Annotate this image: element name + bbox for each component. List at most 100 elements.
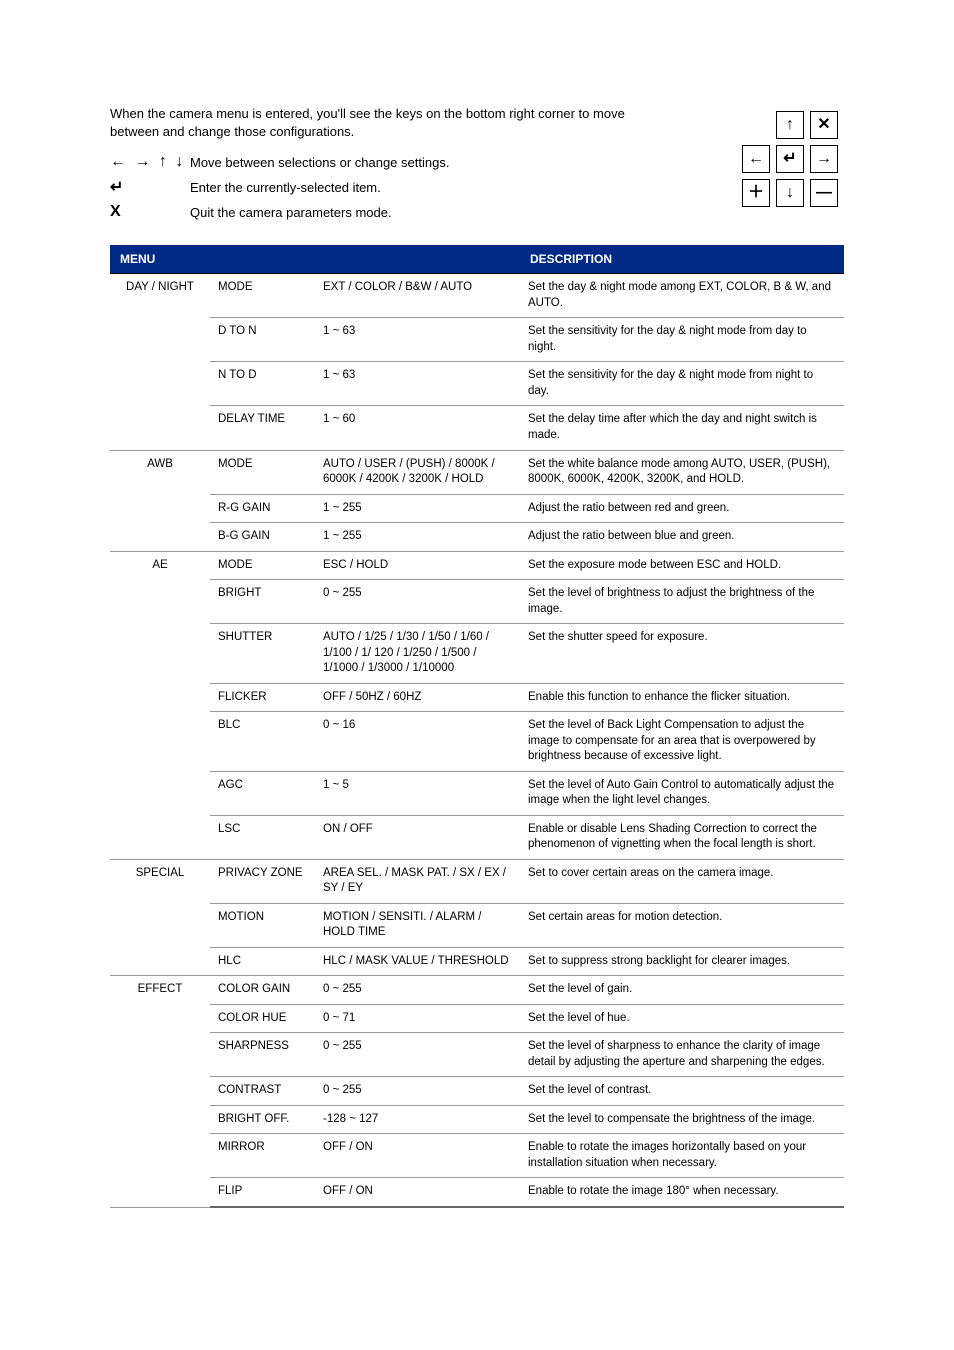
param-cell: HLC [210, 947, 315, 976]
description-cell: Set the level of Auto Gain Control to au… [520, 771, 844, 815]
table-row: EFFECTCOLOR GAIN0 ~ 255Set the level of … [110, 976, 844, 1005]
legend-row: ← → ↑ ↓ Move between selections or chang… [110, 153, 844, 171]
legend-row: X Quit the camera parameters mode. [110, 203, 844, 221]
header-menu: MENU [110, 245, 520, 274]
description-cell: Set the level of gain. [520, 976, 844, 1005]
param-cell: AGC [210, 771, 315, 815]
table-row: BLC0 ~ 16Set the level of Back Light Com… [110, 712, 844, 772]
description-cell: Adjust the ratio between red and green. [520, 494, 844, 523]
param-cell: BRIGHT OFF. [210, 1105, 315, 1134]
table-row: AEMODEESC / HOLDSet the exposure mode be… [110, 551, 844, 580]
table-row: B-G GAIN1 ~ 255Adjust the ratio between … [110, 523, 844, 552]
param-cell: COLOR HUE [210, 1004, 315, 1033]
value-cell: 0 ~ 255 [315, 580, 520, 624]
description-cell: Set to cover certain areas on the camera… [520, 859, 844, 903]
keypad-down-icon: ↓ [776, 179, 804, 207]
value-cell: OFF / ON [315, 1178, 520, 1207]
table-row: DELAY TIME1 ~ 60Set the delay time after… [110, 406, 844, 450]
keypad-plus-icon: ＋ [742, 179, 770, 207]
description-cell: Set the sensitivity for the day & night … [520, 318, 844, 362]
param-cell: FLICKER [210, 683, 315, 712]
table-row: SHARPNESS0 ~ 255Set the level of sharpne… [110, 1033, 844, 1077]
description-cell: Set the level of contrast. [520, 1077, 844, 1106]
description-cell: Set the exposure mode between ESC and HO… [520, 551, 844, 580]
param-cell: FLIP [210, 1178, 315, 1207]
header-desc: DESCRIPTION [520, 245, 844, 274]
param-cell: SHUTTER [210, 624, 315, 684]
description-cell: Set the level of sharpness to enhance th… [520, 1033, 844, 1077]
keypad-minus-icon: — [810, 179, 838, 207]
param-cell: MIRROR [210, 1134, 315, 1178]
table-row: FLIPOFF / ONEnable to rotate the image 1… [110, 1178, 844, 1207]
table-row: MOTIONMOTION / SENSITI. / ALARM / HOLD T… [110, 903, 844, 947]
table-header-row: MENU DESCRIPTION [110, 245, 844, 274]
param-cell: MODE [210, 274, 315, 318]
param-cell: N TO D [210, 362, 315, 406]
table-row: D TO N1 ~ 63Set the sensitivity for the … [110, 318, 844, 362]
param-cell: MOTION [210, 903, 315, 947]
value-cell: OFF / ON [315, 1134, 520, 1178]
table-row: AWBMODEAUTO / USER / (PUSH) / 8000K / 60… [110, 450, 844, 494]
table-row: BRIGHT OFF.-128 ~ 127Set the level to co… [110, 1105, 844, 1134]
menu-cell: DAY / NIGHT [110, 274, 210, 450]
description-cell: Adjust the ratio between blue and green. [520, 523, 844, 552]
keypad-up-icon: ↑ [776, 111, 804, 139]
description-cell: Enable this function to enhance the flic… [520, 683, 844, 712]
param-cell: COLOR GAIN [210, 976, 315, 1005]
description-cell: Enable to rotate the image 180° when nec… [520, 1178, 844, 1207]
description-cell: Set the shutter speed for exposure. [520, 624, 844, 684]
value-cell: 1 ~ 255 [315, 523, 520, 552]
table-row: FLICKEROFF / 50HZ / 60HZEnable this func… [110, 683, 844, 712]
param-cell: DELAY TIME [210, 406, 315, 450]
intro-paragraph: When the camera menu is entered, you'll … [110, 105, 670, 141]
value-cell: HLC / MASK VALUE / THRESHOLD [315, 947, 520, 976]
value-cell: 1 ~ 63 [315, 362, 520, 406]
table-row: LSCON / OFFEnable or disable Lens Shadin… [110, 815, 844, 859]
menu-cell: SPECIAL [110, 859, 210, 976]
value-cell: 1 ~ 5 [315, 771, 520, 815]
keypad-right-icon: → [810, 145, 838, 173]
keypad-enter-icon: ↵ [776, 145, 804, 173]
value-cell: AUTO / 1/25 / 1/30 / 1/50 / 1/60 / 1/100… [315, 624, 520, 684]
value-cell: 0 ~ 255 [315, 1077, 520, 1106]
param-cell: PRIVACY ZONE [210, 859, 315, 903]
description-cell: Set the level of hue. [520, 1004, 844, 1033]
table-row: N TO D1 ~ 63Set the sensitivity for the … [110, 362, 844, 406]
param-cell: LSC [210, 815, 315, 859]
param-cell: CONTRAST [210, 1077, 315, 1106]
description-cell: Set the level of Back Light Compensation… [520, 712, 844, 772]
table-row: SHUTTERAUTO / 1/25 / 1/30 / 1/50 / 1/60 … [110, 624, 844, 684]
param-cell: MODE [210, 450, 315, 494]
description-cell: Set the white balance mode among AUTO, U… [520, 450, 844, 494]
description-cell: Set the sensitivity for the day & night … [520, 362, 844, 406]
legend-row: ↵ Enter the currently-selected item. [110, 177, 844, 197]
table-row: COLOR HUE0 ~ 71Set the level of hue. [110, 1004, 844, 1033]
keypad-grid: ↑ ✕ ← ↵ → ＋ ↓ — [736, 105, 844, 213]
intro-section: When the camera menu is entered, you'll … [110, 105, 844, 221]
value-cell: MOTION / SENSITI. / ALARM / HOLD TIME [315, 903, 520, 947]
table-row: AGC1 ~ 5Set the level of Auto Gain Contr… [110, 771, 844, 815]
value-cell: 0 ~ 16 [315, 712, 520, 772]
value-cell: -128 ~ 127 [315, 1105, 520, 1134]
description-cell: Enable or disable Lens Shading Correctio… [520, 815, 844, 859]
description-cell: Set to suppress strong backlight for cle… [520, 947, 844, 976]
value-cell: ON / OFF [315, 815, 520, 859]
value-cell: ESC / HOLD [315, 551, 520, 580]
menu-cell: AWB [110, 450, 210, 551]
param-cell: D TO N [210, 318, 315, 362]
param-cell: BLC [210, 712, 315, 772]
value-cell: 1 ~ 60 [315, 406, 520, 450]
table-row: DAY / NIGHTMODEEXT / COLOR / B&W / AUTOS… [110, 274, 844, 318]
description-cell: Set the day & night mode among EXT, COLO… [520, 274, 844, 318]
value-cell: AUTO / USER / (PUSH) / 8000K / 6000K / 4… [315, 450, 520, 494]
value-cell: EXT / COLOR / B&W / AUTO [315, 274, 520, 318]
table-row: SPECIALPRIVACY ZONEAREA SEL. / MASK PAT.… [110, 859, 844, 903]
table-row: HLCHLC / MASK VALUE / THRESHOLDSet to su… [110, 947, 844, 976]
table-row: CONTRAST0 ~ 255Set the level of contrast… [110, 1077, 844, 1106]
legend-text: Enter the currently-selected item. [190, 180, 381, 195]
value-cell: 1 ~ 255 [315, 494, 520, 523]
description-cell: Enable to rotate the images horizontally… [520, 1134, 844, 1178]
keypad-left-icon: ← [742, 145, 770, 173]
value-cell: AREA SEL. / MASK PAT. / SX / EX / SY / E… [315, 859, 520, 903]
legend-list: ← → ↑ ↓ Move between selections or chang… [110, 153, 844, 221]
